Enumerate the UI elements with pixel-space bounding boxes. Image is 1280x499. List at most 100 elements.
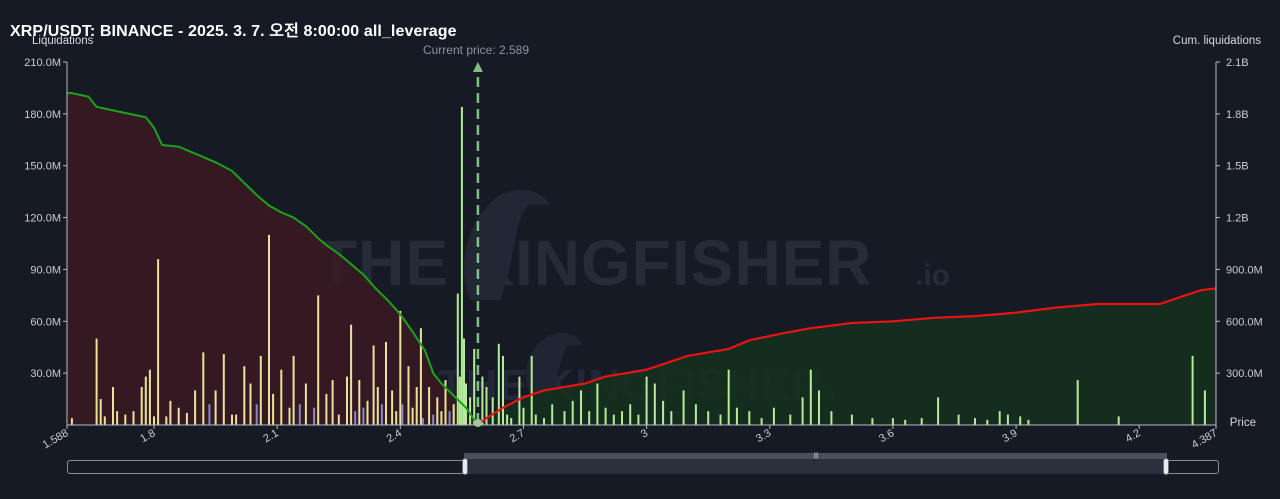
kingfisher-logo-icon — [526, 333, 583, 395]
y-tick-label-left: 30.0M — [30, 368, 61, 380]
x-tick-label: 1.8 — [138, 427, 157, 445]
liquidation-bar — [337, 414, 340, 425]
liquidation-bar — [185, 412, 188, 425]
liquidation-bar — [208, 404, 211, 425]
liquidation-bar — [153, 416, 155, 425]
liquidation-bar — [194, 390, 197, 425]
liquidation-bar — [682, 390, 685, 425]
range-handle-right[interactable] — [1163, 458, 1169, 475]
arrow-up-icon — [472, 62, 483, 72]
current-price-marker — [472, 62, 483, 427]
liquidation-bar — [604, 407, 607, 425]
liquidation-bar — [809, 369, 812, 425]
liquidation-bar — [645, 376, 648, 425]
liquidation-bars — [70, 106, 1206, 426]
liquidation-bar — [662, 400, 665, 425]
liquidation-bar — [789, 414, 792, 425]
liquidation-bar — [1027, 419, 1030, 425]
liquidation-bar — [871, 418, 874, 425]
watermark-text: THE KINGFISHER — [318, 227, 872, 299]
liquidation-bar — [957, 414, 960, 425]
liquidation-bar — [456, 293, 459, 425]
y-tick-label-right: 600.0M — [1226, 316, 1263, 328]
axes: 30.0M 60.0M 90.0M 120.0M 150.0M 180.0M 210.0M 3… — [24, 57, 1262, 450]
liquidation-bar — [543, 418, 545, 425]
liquidation-bar — [95, 338, 98, 425]
x-tick-label: 4.387 — [1190, 427, 1220, 450]
liquidation-bar — [772, 407, 775, 425]
y-tick-label-right: 1.5B — [1226, 161, 1249, 173]
liquidation-bar — [518, 376, 521, 425]
liquidation-bar — [380, 404, 383, 425]
y-axis-label-left: Liquidations — [32, 35, 94, 47]
liquidation-bar — [259, 355, 262, 425]
range-scrollbar-window[interactable] — [464, 453, 1167, 474]
liquidation-bar — [920, 418, 923, 425]
x-tick-label: 3.6 — [877, 427, 896, 445]
x-tick-label: 2.4 — [385, 427, 404, 445]
liquidation-bar — [481, 376, 484, 425]
liquidation-bar — [485, 387, 488, 425]
x-axis-label: Price — [1229, 417, 1256, 429]
y-tick-label-right: 900.0M — [1226, 264, 1263, 276]
liquidation-bar — [444, 380, 447, 425]
x-tick-label: 3.3 — [754, 427, 773, 445]
liquidation-bar — [280, 369, 283, 425]
x-tick-label: 2.7 — [508, 427, 527, 445]
liquidation-bar — [801, 397, 804, 425]
liquidation-bar — [748, 411, 751, 425]
liquidation-bar — [452, 404, 455, 425]
liquidation-bar — [580, 390, 582, 425]
liquidation-bar — [1117, 416, 1120, 425]
grip-icon[interactable]: ||| — [813, 453, 819, 459]
liquidation-bar — [694, 404, 697, 425]
liquidation-bar — [637, 414, 640, 425]
liquidation-bar — [385, 342, 387, 425]
y-tick-label-left: 210.0M — [24, 57, 61, 69]
liquidation-bar — [419, 328, 422, 425]
watermark-suffix: .io — [915, 259, 950, 292]
range-handle-left[interactable] — [462, 458, 468, 475]
liquidation-bar — [986, 419, 989, 425]
liquidation-bar — [103, 416, 106, 425]
liquidation-bar — [670, 411, 673, 425]
short-cumulative-line — [477, 287, 1217, 426]
y-axis-label-right: Cum. liquidations — [1172, 35, 1261, 47]
liquidation-bar — [255, 404, 258, 425]
liquidation-bar — [395, 411, 398, 425]
liquidation-bar — [391, 390, 394, 425]
liquidation-bar — [99, 399, 102, 425]
liquidation-bar — [399, 310, 402, 425]
short-cumulative-area — [477, 288, 1216, 425]
x-tick-label: 4.2 — [1123, 427, 1142, 445]
liquidation-bar — [366, 400, 369, 425]
current-price-label: Current price: 2.589 — [422, 43, 530, 57]
liquidation-bar — [116, 411, 119, 425]
liquidation-bar — [653, 383, 656, 425]
liquidation-bar — [998, 411, 1001, 425]
y-tick-label-left: 180.0M — [24, 109, 61, 121]
liquidation-bar — [272, 393, 275, 425]
liquidation-bar — [719, 414, 722, 425]
y-tick-label-right: 2.1B — [1226, 57, 1249, 69]
y-tick-label-left: 120.0M — [24, 213, 61, 225]
liquidation-bar — [132, 411, 135, 425]
liquidation-bar — [463, 338, 465, 425]
long-cumulative-area — [67, 93, 478, 425]
liquidation-bar — [465, 383, 467, 425]
liquidation-bar — [707, 411, 710, 425]
liquidation-bar — [530, 355, 533, 425]
liquidation-bar — [974, 418, 976, 425]
liquidation-bar — [551, 404, 554, 425]
liquidation-bar — [304, 383, 307, 425]
cumulative-lines — [67, 92, 1217, 426]
liquidation-bar — [157, 259, 160, 425]
liquidation-bar — [401, 404, 404, 425]
y-tick-label-right: 1.2B — [1226, 213, 1249, 225]
liquidation-bar — [124, 414, 127, 425]
liquidation-bar — [904, 419, 907, 425]
liquidation-bar — [140, 387, 143, 425]
liquidation-bar — [571, 400, 574, 425]
liquidation-bar — [243, 366, 246, 425]
